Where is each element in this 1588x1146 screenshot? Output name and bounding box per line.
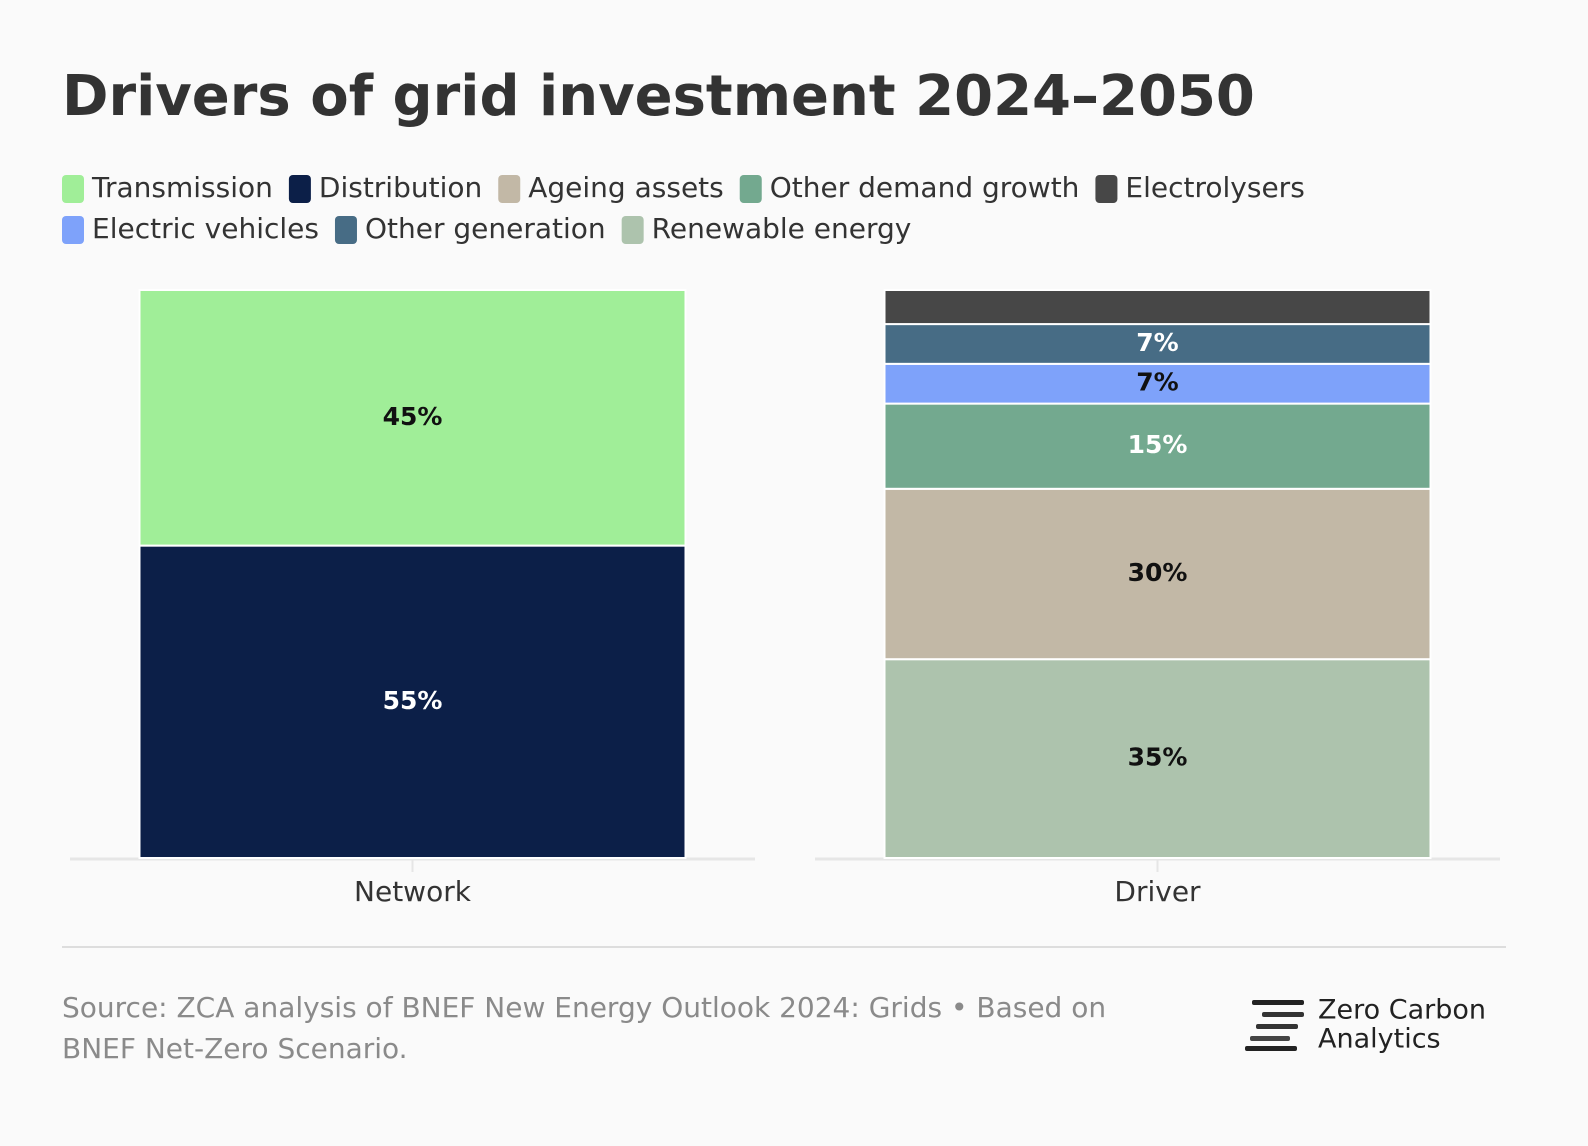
data-label: 15% — [1128, 430, 1188, 459]
bar-segment — [138, 289, 687, 547]
legend-label: Electric vehicles — [92, 212, 319, 245]
bar-segment — [883, 402, 1432, 490]
data-label: 35% — [1128, 743, 1188, 772]
legend-swatch — [62, 175, 84, 203]
legend-label: Other demand growth — [770, 171, 1080, 204]
x-tick-label: Driver — [1114, 875, 1201, 908]
legend-swatch — [334, 216, 357, 244]
bar-segment — [883, 362, 1432, 405]
legend-swatch — [621, 216, 644, 244]
legend-label: Ageing assets — [528, 171, 723, 204]
bar-segment — [883, 289, 1432, 326]
data-label: 45% — [383, 402, 443, 431]
legend-swatch — [288, 175, 311, 203]
data-label: 7% — [1136, 328, 1178, 357]
logo-icon — [1245, 1000, 1304, 1051]
legend-swatch — [62, 216, 84, 244]
legend-swatch — [1095, 175, 1118, 203]
source: BNEF Net-Zero Scenario. — [62, 1032, 408, 1065]
bar-segment — [138, 544, 687, 859]
data-label: 55% — [383, 686, 443, 715]
bar-segment — [883, 323, 1432, 365]
data-label: 30% — [1128, 558, 1188, 587]
x-tick-label: Network — [354, 875, 472, 908]
bar-segment — [883, 487, 1432, 661]
legend-label: Transmission — [91, 171, 273, 204]
chart-title: Drivers of grid investment 2024–2050 — [62, 64, 1255, 129]
logo-text: Zero Carbon — [1318, 995, 1486, 1026]
legend-label: Renewable energy — [652, 212, 912, 245]
logo-text: Analytics — [1318, 1024, 1441, 1055]
legend-label: Other generation — [365, 212, 606, 245]
data-label: 7% — [1136, 368, 1178, 397]
legend-label: Distribution — [319, 171, 482, 204]
legend-swatch — [498, 175, 521, 203]
legend-label: Electrolysers — [1125, 171, 1304, 204]
legend-swatch — [739, 175, 762, 203]
source: Source: ZCA analysis of BNEF New Energy … — [62, 991, 1106, 1024]
